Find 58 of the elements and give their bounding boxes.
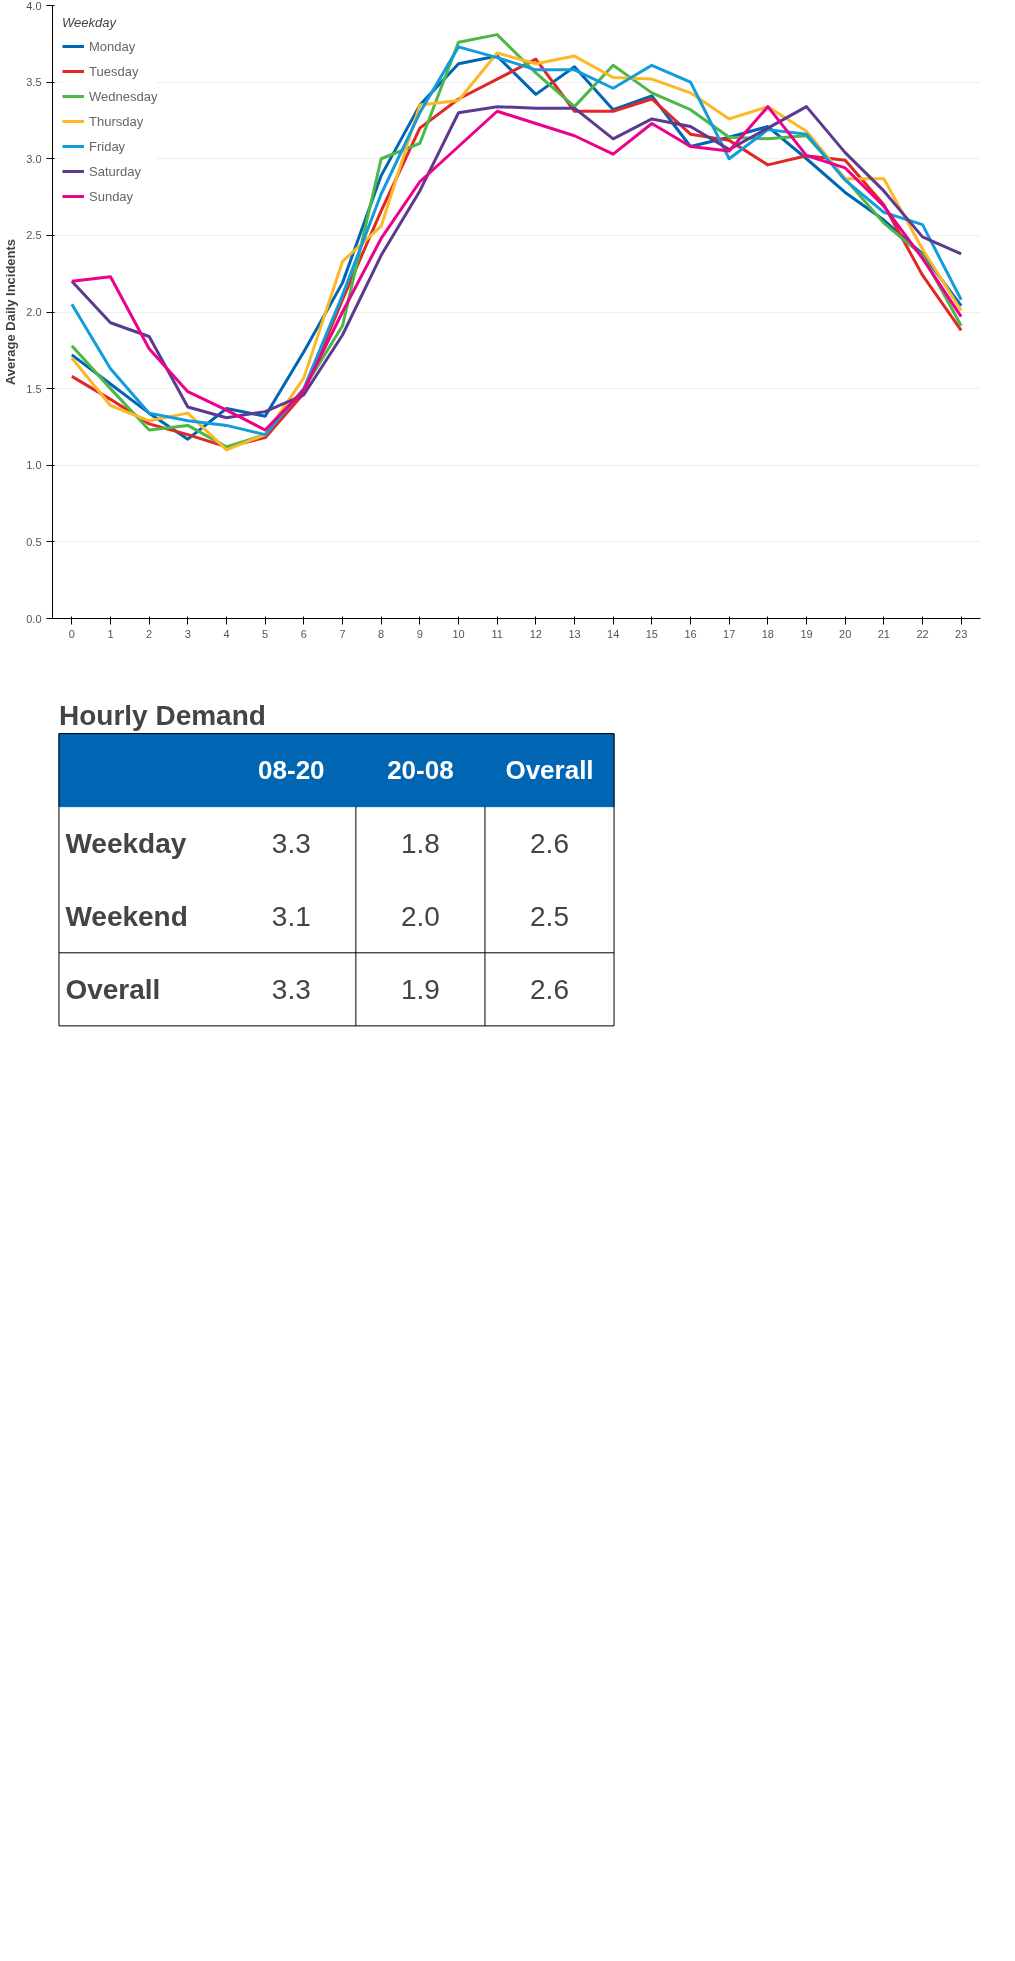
text: 3.1 (271, 900, 311, 932)
x-tick-label: 2 (146, 627, 153, 640)
category-label: Overall (505, 755, 594, 786)
legend-label: Monday (89, 38, 136, 54)
y-tick-label: 0.5 (26, 535, 42, 548)
x-tick-label: 8 (378, 627, 385, 640)
x-tick-label: 19 (800, 627, 813, 640)
text: 2.5 (530, 900, 569, 932)
x-tick-label: 18 (761, 627, 774, 640)
text: 2.0 (400, 900, 440, 932)
text: 3.3 (271, 827, 311, 859)
x-tick-label: 11 (491, 627, 503, 640)
x-tick-label: 21 (877, 627, 890, 640)
x-tick-label: 16 (684, 627, 697, 640)
y-axis-title: Average Daily Incidents (3, 238, 19, 386)
legend-label: Thursday (89, 113, 144, 129)
category-label: Weekend (65, 900, 188, 932)
x-tick-label: 13 (568, 627, 581, 640)
text: 2.6 (530, 827, 569, 859)
x-tick-label: 5 (262, 627, 269, 640)
legend-title: Weekday (62, 15, 118, 30)
legend-label: Friday (89, 138, 126, 154)
legend-label: Sunday (89, 188, 134, 204)
legend-label: Wednesday (89, 88, 158, 104)
x-tick-label: 9 (416, 627, 423, 640)
y-tick-label: 1.0 (26, 459, 42, 472)
y-tick-label: 1.5 (26, 382, 42, 395)
category-label: 08-20 (258, 755, 325, 786)
y-tick-label: 0.0 (26, 612, 42, 625)
y-tick-label: 3.0 (26, 152, 42, 165)
category-label: Overall (65, 973, 161, 1005)
y-tick-label: 2.5 (26, 229, 42, 242)
text: 3.3 (271, 973, 311, 1005)
x-tick-label: 17 (723, 627, 736, 640)
x-tick-label: 10 (452, 627, 465, 640)
x-tick-label: 22 (916, 627, 929, 640)
y-tick-label: 2.0 (26, 306, 42, 318)
legend-label: Saturday (89, 163, 142, 179)
legend-label: Tuesday (89, 63, 139, 79)
x-tick-label: 23 (955, 627, 968, 640)
text: 1.9 (400, 973, 440, 1005)
x-tick-label: 0 (68, 627, 75, 640)
category-label: 20-08 (387, 755, 454, 786)
x-tick-label: 14 (607, 627, 620, 640)
x-tick-label: 15 (645, 627, 658, 640)
text: 1.8 (400, 827, 440, 859)
x-tick-label: 12 (529, 627, 542, 640)
y-tick-label: 4.0 (26, 0, 42, 12)
x-tick-label: 1 (107, 627, 114, 640)
x-tick-label: 6 (300, 627, 307, 640)
x-tick-label: 3 (184, 627, 191, 640)
x-tick-label: 4 (223, 627, 230, 640)
text: Hourly Demand (58, 699, 266, 731)
x-tick-label: 20 (839, 627, 852, 640)
category-label: Weekday (65, 827, 187, 859)
text: 2.6 (530, 973, 569, 1005)
x-tick-label: 7 (339, 627, 346, 640)
y-tick-label: 3.5 (26, 76, 42, 89)
